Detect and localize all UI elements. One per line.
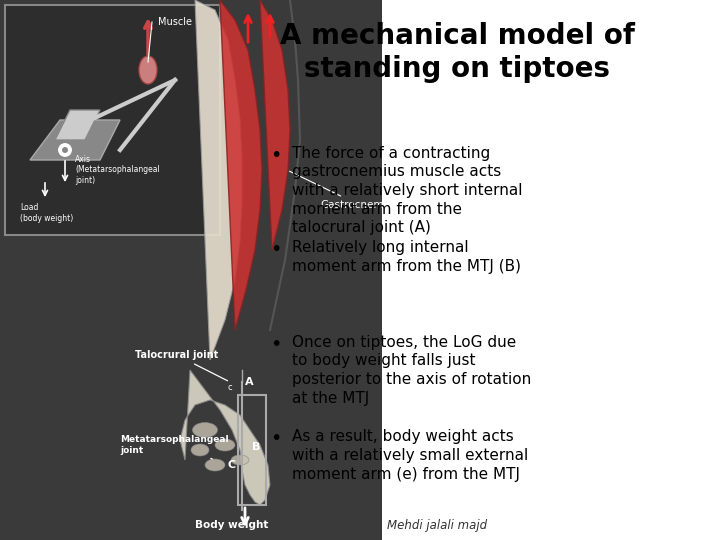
Text: Muscle: Muscle <box>158 17 192 27</box>
Text: C: C <box>228 460 236 470</box>
Text: Gastrocnemius: Gastrocnemius <box>289 171 399 210</box>
Text: •: • <box>270 335 282 354</box>
Text: Once on tiptoes, the LoG due
to body weight falls just
posterior to the axis of : Once on tiptoes, the LoG due to body wei… <box>292 335 531 406</box>
Bar <box>238 395 266 505</box>
Polygon shape <box>260 0 290 250</box>
Text: The force of a contracting
gastrocnemius muscle acts
with a relatively short int: The force of a contracting gastrocnemius… <box>292 146 522 235</box>
Text: Talocrural joint: Talocrural joint <box>135 350 228 381</box>
Text: •: • <box>270 146 282 165</box>
Bar <box>5 5 220 235</box>
Text: •: • <box>270 240 282 259</box>
Ellipse shape <box>139 56 157 84</box>
Polygon shape <box>195 0 242 360</box>
Text: Mehdi jalali majd: Mehdi jalali majd <box>387 519 487 532</box>
Text: A: A <box>245 377 253 387</box>
Text: Load
(body weight): Load (body weight) <box>20 203 73 222</box>
Text: Metatarsophalangeal
joint: Metatarsophalangeal joint <box>120 435 229 459</box>
Text: A mechanical model of
standing on tiptoes: A mechanical model of standing on tiptoe… <box>279 22 635 83</box>
Ellipse shape <box>192 422 217 437</box>
Text: As a result, body weight acts
with a relatively small external
moment arm (e) fr: As a result, body weight acts with a rel… <box>292 429 528 482</box>
Polygon shape <box>55 110 100 140</box>
Ellipse shape <box>205 459 225 471</box>
Text: Relatively long internal
moment arm from the MTJ (B): Relatively long internal moment arm from… <box>292 240 521 274</box>
Text: Body weight: Body weight <box>195 520 269 530</box>
Bar <box>382 0 720 540</box>
Text: Axis
(Metatarsophalangeal
joint): Axis (Metatarsophalangeal joint) <box>75 155 160 185</box>
Ellipse shape <box>191 444 209 456</box>
Bar <box>0 0 382 540</box>
Ellipse shape <box>231 455 249 465</box>
Circle shape <box>62 147 68 153</box>
Polygon shape <box>30 120 120 160</box>
Ellipse shape <box>215 439 235 451</box>
Text: B: B <box>252 442 261 452</box>
Text: •: • <box>270 429 282 448</box>
Text: c: c <box>228 383 233 392</box>
Polygon shape <box>220 0 262 330</box>
Circle shape <box>57 142 73 158</box>
Polygon shape <box>180 370 270 505</box>
